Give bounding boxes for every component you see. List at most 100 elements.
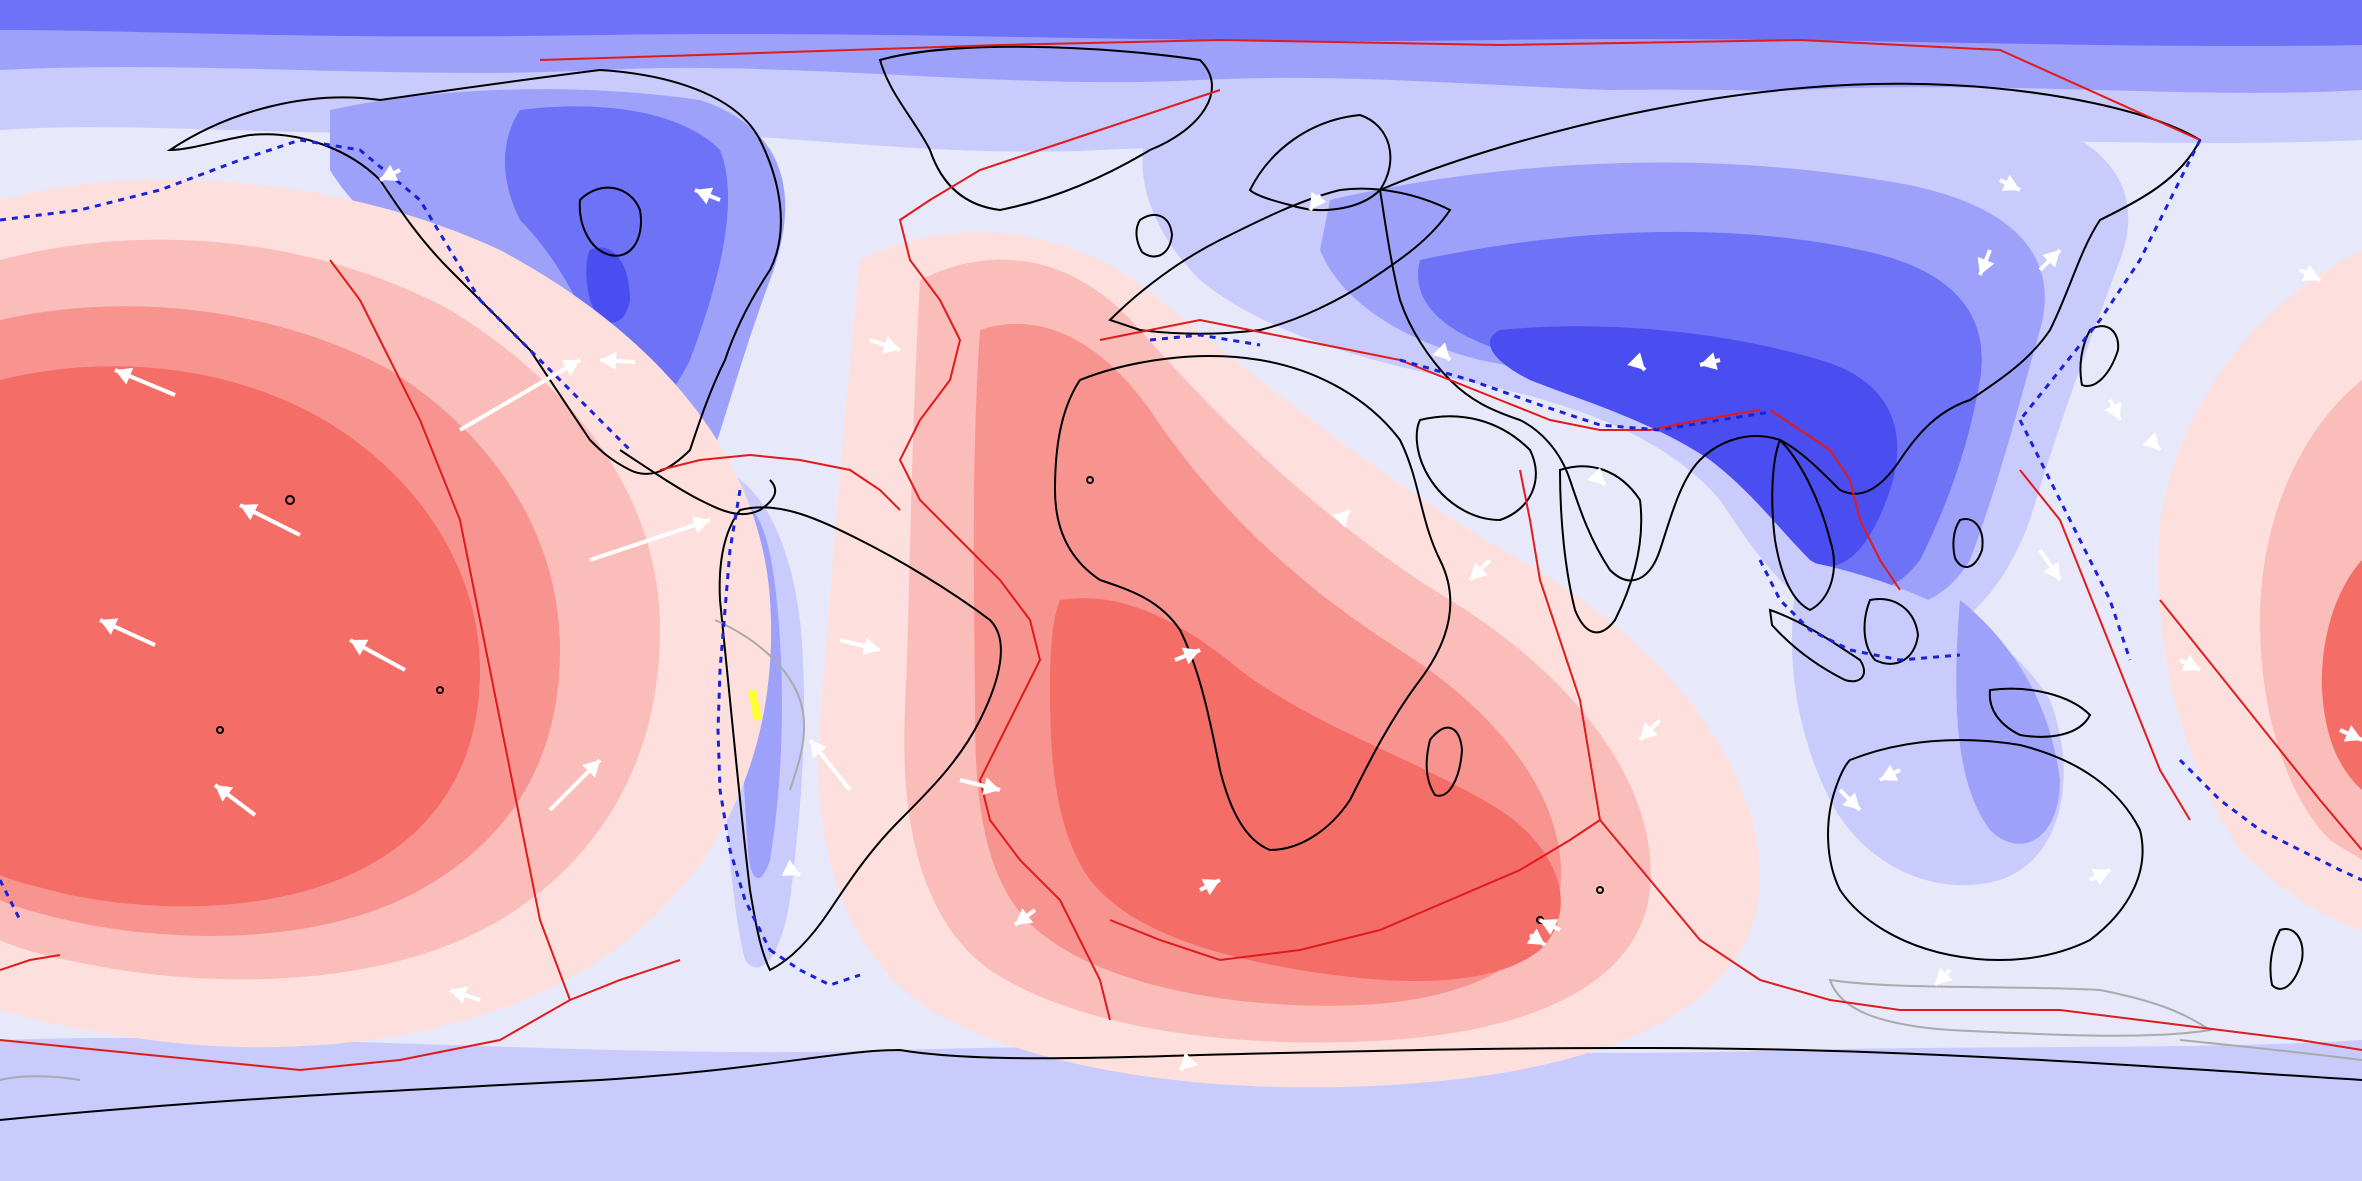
subduction-zones [0, 138, 2362, 987]
velocity-arrow-head-17 [1181, 647, 1200, 665]
plate-boundary-southeast-asia [1769, 409, 1901, 591]
subduction-scotia [769, 948, 861, 987]
velocity-arrow-head-18 [1332, 510, 1350, 528]
coast-japan [2079, 325, 2120, 387]
blue-zone-west-pacific [1956, 600, 2060, 844]
velocity-arrow-head-31 [1842, 792, 1860, 810]
coast-madagascar [1425, 726, 1464, 797]
coast-british-isles [1135, 214, 1174, 258]
velocity-arrow-head-7 [450, 986, 469, 1004]
coast-south-america [718, 506, 1002, 972]
velocity-arrow-head-27 [2142, 432, 2160, 450]
red-zone-africa-core [1050, 598, 1561, 982]
plate-boundary-mid-atlantic [898, 89, 1221, 1021]
velocity-arrow-head-36 [1310, 191, 1327, 210]
gray-boundary-andes [714, 619, 806, 791]
coast-asia [1378, 82, 2202, 582]
velocity-arrow-head-43 [781, 859, 800, 876]
velocity-arrow-head-3 [100, 618, 119, 635]
velocity-arrow-head-10 [380, 164, 399, 181]
subduction-izu-mariana [2018, 419, 2132, 661]
velocity-arrow-head-12 [695, 187, 714, 205]
plate-boundary-caribbean [659, 453, 901, 511]
plate-boundary-central-indian [1519, 469, 1601, 821]
coast-greenland [878, 45, 1213, 212]
velocity-arrow-head-4 [350, 639, 369, 656]
plate-boundary-alpine [1099, 318, 1761, 431]
subduction-himalaya [1399, 358, 1771, 432]
velocity-arrow-head-26 [2104, 401, 2121, 420]
velocity-arrow-head-15 [982, 777, 1000, 795]
coast-central-america [619, 449, 777, 516]
velocity-arrow-head-39 [1432, 342, 1450, 360]
velocity-arrow-8 [458, 358, 582, 432]
velocity-arrow-head-2 [240, 504, 259, 521]
plate-boundary-tonga [2159, 599, 2362, 851]
coast-africa [1053, 355, 1452, 852]
velocity-arrow-head-29 [2043, 561, 2060, 580]
subduction-japan-kuril [2018, 139, 2202, 421]
plate-boundaries [0, 38, 2362, 1072]
velocity-arrow-head-33 [1935, 967, 1953, 985]
plate-boundary-arctic [539, 38, 2201, 141]
plate-boundary-southwest-indian [1109, 819, 1601, 962]
velocity-arrow-head-37 [1700, 352, 1718, 370]
velocity-arrow-head-8 [561, 360, 580, 376]
subduction-west-edge [0, 879, 22, 921]
coast-europe [1108, 187, 1452, 335]
blue-zone-hudson [586, 247, 630, 323]
red-zone-pacific-core [0, 366, 480, 907]
velocity-arrow-head-24 [2042, 250, 2060, 268]
velocity-arrow-head-28 [2181, 654, 2200, 671]
coast-india [1558, 465, 1643, 634]
velocity-arrow-head-30 [2091, 869, 2110, 886]
plate-boundary-west-edge [0, 954, 61, 971]
velocity-arrow-head-19 [1470, 562, 1488, 580]
coast-australia [1827, 739, 2144, 961]
coast-new-guinea [1988, 687, 2092, 738]
velocity-arrows [99, 164, 2362, 1072]
velocity-arrow-head-21 [1587, 467, 1605, 485]
coast-arabia [1415, 415, 1537, 522]
plate-boundary-east-pacific-rise [329, 259, 571, 1001]
velocity-arrow-head-1 [115, 367, 134, 385]
subduction-cascadia [478, 298, 632, 452]
velocity-arrow-head-20 [1640, 722, 1658, 740]
coastlines [0, 45, 2362, 1121]
velocity-arrow-head-9 [691, 516, 710, 534]
velocity-arrow-head-22 [1627, 352, 1645, 370]
coast-hawaii [285, 495, 295, 505]
coast-philippines [1952, 518, 1984, 568]
plate-boundary-southeast-indian [1599, 819, 2362, 1051]
coast-hudson-bay [578, 186, 642, 257]
velocity-arrow-head-34 [2343, 725, 2362, 742]
velocity-arrow-head-32 [1880, 764, 1899, 781]
subduction-aleutian [0, 138, 482, 301]
velocity-arrow-head-42 [1526, 928, 1545, 945]
velocity-arrow-head-11 [600, 351, 617, 370]
velocity-arrow-head-41 [1015, 908, 1034, 925]
coast-island-1 [216, 726, 224, 734]
plate-boundary-pacific-antarctic [0, 959, 681, 1072]
gray-boundary-ross [1828, 978, 2213, 1037]
velocity-arrow-head-14 [862, 637, 880, 655]
coast-north-america [166, 68, 782, 475]
velocity-arrow-head-25 [2301, 264, 2320, 281]
plate-boundary-mariana [2019, 469, 2191, 821]
subduction-andes [716, 489, 772, 951]
secondary-boundaries [0, 619, 2362, 1081]
subduction-sunda [1758, 559, 1961, 662]
blue-zone-antarctic [0, 1037, 2362, 1181]
velocity-arrow-head-5 [215, 785, 234, 802]
subduction-hellenic [1149, 333, 1261, 347]
velocity-arrow-head-35 [1540, 919, 1559, 936]
velocity-arrow-head-38 [1977, 256, 1995, 275]
velocity-arrow-head-44 [810, 740, 828, 759]
velocity-arrow-head-16 [1201, 879, 1220, 896]
coast-antarctica [0, 1046, 2362, 1121]
coast-scandinavia [1248, 113, 1392, 211]
gray-boundary-west [0, 1075, 81, 1081]
coast-island-3 [1086, 476, 1094, 484]
